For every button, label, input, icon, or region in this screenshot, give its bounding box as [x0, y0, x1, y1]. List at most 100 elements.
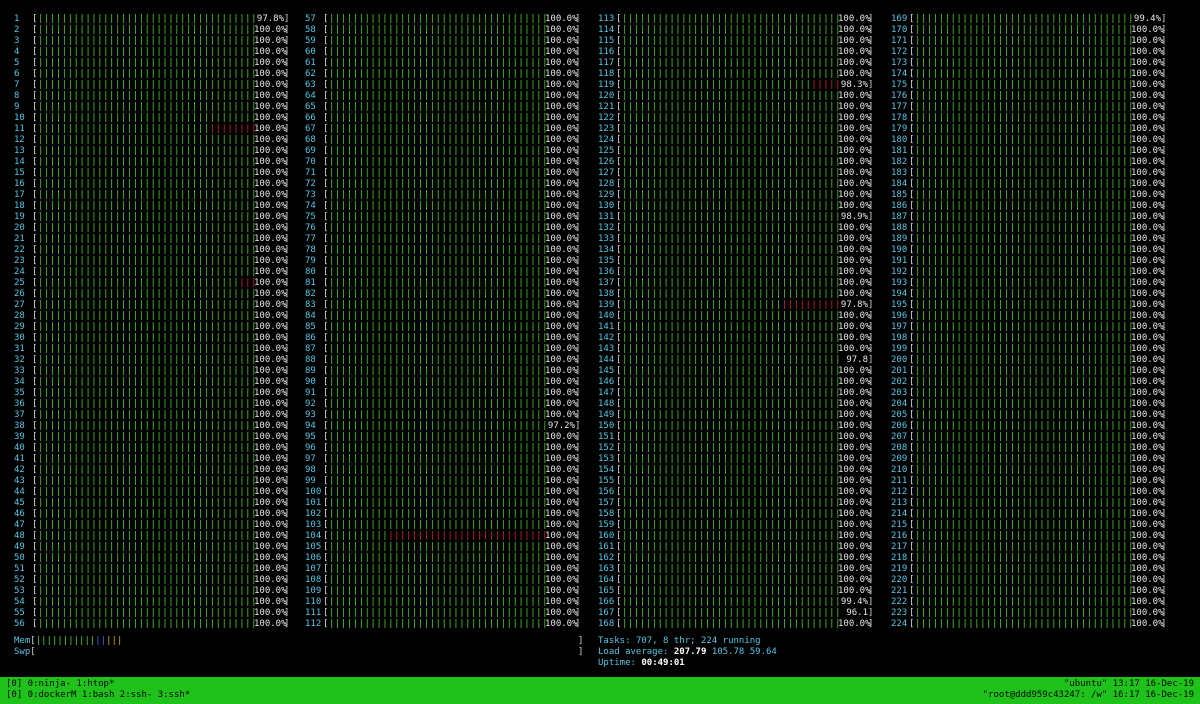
cpu-percent: 100.0%	[838, 476, 871, 486]
cpu-usage-bar: ||||||||||||||||||||||||||||||||||||||||	[622, 14, 840, 24]
cpu-usage-bar: ||||||||||||||||||||||||||||||||||||||||	[915, 432, 1133, 442]
cpu-percent: 100.0%	[254, 531, 287, 541]
cpu-meter-row: 134[||||||||||||||||||||||||||||||||||||…	[598, 245, 874, 255]
cpu-number: 72	[305, 179, 316, 189]
cpu-usage-bar: ||||||||||||||||||||||||||||||||||||||||	[622, 223, 840, 233]
cpu-usage-bar: ||||||||||||||||||||||||||||||||||||||||	[622, 487, 840, 497]
cpu-number: 35	[14, 388, 25, 398]
cpu-usage-bar: ||||||||||||||||||||||||||||||||||||||||	[329, 80, 547, 90]
cpu-percent: 100.0%	[545, 355, 578, 365]
cpu-usage-bar: ||||||||||||||||||||||||||||||||||||||||	[38, 366, 256, 376]
cpu-percent: 100.0%	[838, 47, 871, 57]
cpu-usage-bar: ||||||||||||||||||||||||||||||||||||||||	[915, 465, 1133, 475]
cpu-usage-bar: ||||||||||||||||||||||||||||||||||||||||	[622, 234, 840, 244]
cpu-percent: 100.0%	[254, 190, 287, 200]
cpu-number: 207	[891, 432, 908, 442]
cpu-usage-bar: ||||||||||||||||||||||||||||||||||||||||	[622, 25, 840, 35]
cpu-usage-bar: ||||||||||||||||||||||||||||||||||||||||	[329, 102, 547, 112]
cpu-usage-bar: ||||||||||||||||||||||||||||||||||||||||	[329, 190, 547, 200]
cpu-meter-row: 38[|||||||||||||||||||||||||||||||||||||…	[14, 421, 290, 431]
cpu-meter-row: 164[||||||||||||||||||||||||||||||||||||…	[598, 575, 874, 585]
cpu-usage-bar: ||||||||||||||||||||||||||||||||||||||||	[915, 113, 1133, 123]
cpu-percent: 100.0%	[254, 300, 287, 310]
cpu-percent: 100.0%	[545, 487, 578, 497]
cpu-percent: 100.0%	[545, 388, 578, 398]
cpu-number: 54	[14, 597, 25, 607]
cpu-usage-bar: ||||||||||||||||||||||||||||||||||||||||	[622, 531, 840, 541]
cpu-usage-bar: ||||||||||||||||||||||||||||||||||||||||	[915, 344, 1133, 354]
cpu-usage-bar: ||||||||||||||||||||||||||||||||||||||||	[38, 465, 256, 475]
cpu-meter-row: 141[||||||||||||||||||||||||||||||||||||…	[598, 322, 874, 332]
cpu-meter-row: 12[|||||||||||||||||||||||||||||||||||||…	[14, 135, 290, 145]
cpu-usage-bar: ||||||||||||||||||||||||||||||||||||||||	[622, 355, 840, 365]
cpu-meter-row: 190[||||||||||||||||||||||||||||||||||||…	[891, 245, 1167, 255]
cpu-percent: 100.0%	[545, 575, 578, 585]
cpu-usage-bar: ||||||||||||||||||||||||||||||||||||||||	[622, 157, 840, 167]
cpu-meter-row: 18[|||||||||||||||||||||||||||||||||||||…	[14, 201, 290, 211]
cpu-number: 177	[891, 102, 908, 112]
cpu-number: 37	[14, 410, 25, 420]
cpu-usage-bar: ||||||||||||||||||||||||||||||||||||||||	[915, 377, 1133, 387]
cpu-percent: 100.0%	[545, 190, 578, 200]
cpu-meter-row: 61[|||||||||||||||||||||||||||||||||||||…	[305, 58, 581, 68]
cpu-number: 101	[305, 498, 322, 508]
cpu-meter-row: 124[||||||||||||||||||||||||||||||||||||…	[598, 135, 874, 145]
cpu-usage-bar: ||||||||||||||||||||||||||||||||||||||||	[622, 564, 840, 574]
cpu-percent: 100.0%	[1131, 234, 1164, 244]
cpu-percent: 100.0%	[545, 608, 578, 618]
cpu-meter-row: 56[|||||||||||||||||||||||||||||||||||||…	[14, 619, 290, 629]
cpu-usage-bar: ||||||||||||||||||||||||||||||||||||||||	[329, 333, 547, 343]
cpu-meter-row: 54[|||||||||||||||||||||||||||||||||||||…	[14, 597, 290, 607]
cpu-percent: 100.0%	[1131, 443, 1164, 453]
cpu-percent: 100.0%	[545, 366, 578, 376]
cpu-meter-row: 71[|||||||||||||||||||||||||||||||||||||…	[305, 168, 581, 178]
cpu-meter-row: 202[||||||||||||||||||||||||||||||||||||…	[891, 377, 1167, 387]
cpu-usage-bar: ||||||||||||||||||||||||||||||||||||||||	[329, 91, 547, 101]
cpu-percent: 100.0%	[1131, 157, 1164, 167]
tmux-window-list-2[interactable]: [0] 0:dockerM 1:bash 2:ssh- 3:ssh*	[6, 690, 191, 700]
cpu-number: 46	[14, 509, 25, 519]
cpu-meter-row: 178[||||||||||||||||||||||||||||||||||||…	[891, 113, 1167, 123]
cpu-percent: 100.0%	[838, 25, 871, 35]
cpu-number: 139	[598, 300, 615, 310]
cpu-number: 106	[305, 553, 322, 563]
cpu-meter-row: 74[|||||||||||||||||||||||||||||||||||||…	[305, 201, 581, 211]
cpu-percent: 100.0%	[1131, 267, 1164, 277]
cpu-percent: 100.0%	[1131, 487, 1164, 497]
cpu-percent: 100.0%	[545, 102, 578, 112]
cpu-meter-row: 194[||||||||||||||||||||||||||||||||||||…	[891, 289, 1167, 299]
cpu-usage-bar: ||||||||||||||||||||||||||||||||||||||||	[622, 91, 840, 101]
cpu-number: 160	[598, 531, 615, 541]
cpu-number: 93	[305, 410, 316, 420]
cpu-usage-bar: ||||||||||||||||||||||||||||||||||||||||	[38, 344, 256, 354]
cpu-percent: 100.0%	[545, 377, 578, 387]
cpu-meter-row: 195[||||||||||||||||||||||||||||||||||||…	[891, 300, 1167, 310]
cpu-number: 183	[891, 168, 908, 178]
cpu-meter-row: 64[|||||||||||||||||||||||||||||||||||||…	[305, 91, 581, 101]
cpu-meter-row: 48[|||||||||||||||||||||||||||||||||||||…	[14, 531, 290, 541]
cpu-number: 123	[598, 124, 615, 134]
cpu-meter-row: 68[|||||||||||||||||||||||||||||||||||||…	[305, 135, 581, 145]
cpu-percent: 100.0%	[838, 575, 871, 585]
cpu-number: 192	[891, 267, 908, 277]
tmux-window-list-1[interactable]: [0] 0:ninja- 1:htop*	[6, 679, 115, 689]
cpu-percent: 100.0%	[545, 212, 578, 222]
cpu-usage-bar: ||||||||||||||||||||||||||||||||||||||||	[915, 234, 1133, 244]
cpu-number: 135	[598, 256, 615, 266]
cpu-usage-bar: ||||||||||||||||||||||||||||||||||||||||	[329, 14, 547, 24]
cpu-meter-row: 84[|||||||||||||||||||||||||||||||||||||…	[305, 311, 581, 321]
cpu-meter-row: 222[||||||||||||||||||||||||||||||||||||…	[891, 597, 1167, 607]
cpu-meter-row: 44[|||||||||||||||||||||||||||||||||||||…	[14, 487, 290, 497]
cpu-usage-bar: ||||||||||||||||||||||||||||||||||||||||	[329, 443, 547, 453]
cpu-usage-bar: ||||||||||||||||||||||||||||||||||||||||	[622, 80, 840, 90]
cpu-meter-row: 221[||||||||||||||||||||||||||||||||||||…	[891, 586, 1167, 596]
cpu-percent: 100.0%	[545, 410, 578, 420]
cpu-percent: 100.0%	[545, 289, 578, 299]
cpu-number: 169	[891, 14, 908, 24]
cpu-percent: 100.0%	[1131, 520, 1164, 530]
cpu-percent: 100.0%	[1131, 190, 1164, 200]
cpu-number: 63	[305, 80, 316, 90]
cpu-usage-bar: ||||||||||||||||||||||||||||||||||||||||	[622, 575, 840, 585]
cpu-usage-bar: ||||||||||||||||||||||||||||||||||||||||	[329, 267, 547, 277]
cpu-percent: 100.0%	[545, 311, 578, 321]
